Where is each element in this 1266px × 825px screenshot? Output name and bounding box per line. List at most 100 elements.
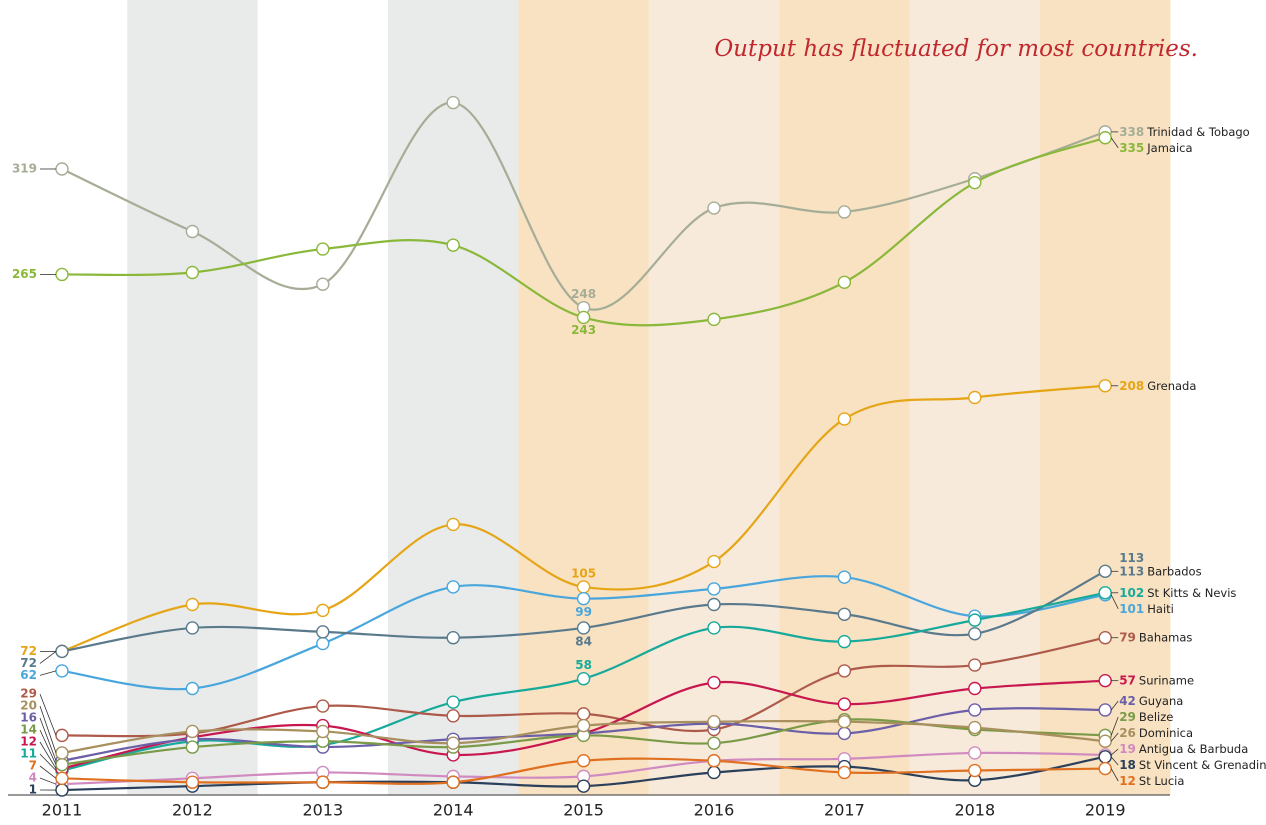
legend-label: Suriname xyxy=(1139,673,1194,687)
point xyxy=(968,627,982,641)
point xyxy=(316,625,330,639)
point xyxy=(55,746,69,760)
end-value: 338 xyxy=(1119,124,1144,138)
x-tick-label: 2012 xyxy=(172,801,213,820)
legend-label: Haiti xyxy=(1147,601,1174,615)
legend-label: St Lucia xyxy=(1139,774,1185,788)
legend-label: St Kitts & Nevis xyxy=(1147,585,1236,599)
point xyxy=(837,726,852,741)
leader xyxy=(1110,732,1119,742)
leader xyxy=(39,670,57,676)
mid-label: 243 xyxy=(571,323,596,337)
end-label: 29 Belize xyxy=(1119,710,1173,724)
end-value: 79 xyxy=(1119,630,1136,644)
leader xyxy=(1110,748,1119,756)
point xyxy=(55,664,69,678)
point xyxy=(707,736,721,750)
point xyxy=(576,672,591,686)
point xyxy=(576,621,591,635)
end-label: 113 Barbados xyxy=(1119,564,1201,578)
point xyxy=(707,597,721,612)
x-tick-label: 2019 xyxy=(1085,801,1126,820)
point xyxy=(837,570,852,584)
x-tick-label: 2015 xyxy=(563,801,604,820)
legend-label: Belize xyxy=(1139,710,1173,724)
end-label: 19 Antigua & Barbuda xyxy=(1119,742,1248,756)
legend-label: Guyana xyxy=(1139,694,1183,708)
point xyxy=(446,709,460,723)
point xyxy=(707,675,721,690)
leader xyxy=(1110,716,1119,736)
point xyxy=(576,580,591,594)
leader xyxy=(39,717,57,761)
point xyxy=(185,724,200,739)
end-value: 102 xyxy=(1119,585,1144,599)
point xyxy=(576,591,591,606)
band xyxy=(779,0,910,795)
legend-label: Dominica xyxy=(1139,726,1193,740)
start-label: 29 xyxy=(20,687,37,701)
start-label: 4 xyxy=(29,771,37,785)
end-label: 12 St Lucia xyxy=(1119,774,1184,788)
point xyxy=(185,775,200,789)
end-value: 208 xyxy=(1119,378,1144,392)
legend-label: Antigua & Barbuda xyxy=(1139,742,1248,756)
point xyxy=(55,771,69,786)
end-value-extra: 113 xyxy=(1119,551,1144,565)
point xyxy=(968,175,982,190)
point xyxy=(837,607,852,621)
end-label: 26 Dominica xyxy=(1119,726,1193,740)
leader xyxy=(39,777,57,785)
annotation: Output has fluctuated for most countries… xyxy=(714,36,1198,62)
point xyxy=(446,631,460,645)
end-value: 26 xyxy=(1119,726,1136,740)
point xyxy=(968,720,982,735)
point xyxy=(446,736,460,750)
start-label: 11 xyxy=(20,747,37,761)
end-label: 208 Grenada xyxy=(1119,378,1196,392)
leader xyxy=(1110,137,1119,149)
legend-label: Barbados xyxy=(1147,564,1201,578)
point xyxy=(837,765,852,780)
x-tick-label: 2011 xyxy=(42,801,83,820)
leader xyxy=(1110,594,1119,609)
point xyxy=(316,277,330,291)
legend-label: Bahamas xyxy=(1139,630,1193,644)
leader xyxy=(39,693,57,736)
point xyxy=(576,310,591,325)
point xyxy=(968,746,982,760)
point xyxy=(1098,673,1112,688)
leader xyxy=(1110,700,1119,711)
point xyxy=(968,390,982,405)
point xyxy=(968,763,982,778)
band xyxy=(127,0,258,795)
point xyxy=(707,582,721,596)
leader xyxy=(39,741,57,769)
end-label: 102 St Kitts & Nevis xyxy=(1119,585,1236,599)
point xyxy=(707,714,721,729)
point xyxy=(837,664,852,678)
point xyxy=(185,740,200,754)
leader xyxy=(39,729,57,765)
start-label: 1 xyxy=(29,783,37,797)
end-label: 101 Haiti xyxy=(1119,601,1174,615)
leader xyxy=(39,705,57,754)
point xyxy=(837,714,852,729)
start-label: 12 xyxy=(20,735,37,749)
end-value: 18 xyxy=(1119,758,1136,772)
point xyxy=(707,754,721,768)
point xyxy=(446,238,460,252)
point xyxy=(185,621,200,635)
point xyxy=(1098,734,1112,748)
point xyxy=(55,757,69,772)
point xyxy=(1098,586,1112,600)
mid-label: 58 xyxy=(575,658,592,672)
point xyxy=(55,783,69,797)
point xyxy=(1098,131,1112,145)
point xyxy=(837,697,852,711)
start-label: 72 xyxy=(20,644,37,658)
point xyxy=(185,681,200,696)
start-label: 16 xyxy=(20,711,37,725)
point xyxy=(446,517,460,532)
